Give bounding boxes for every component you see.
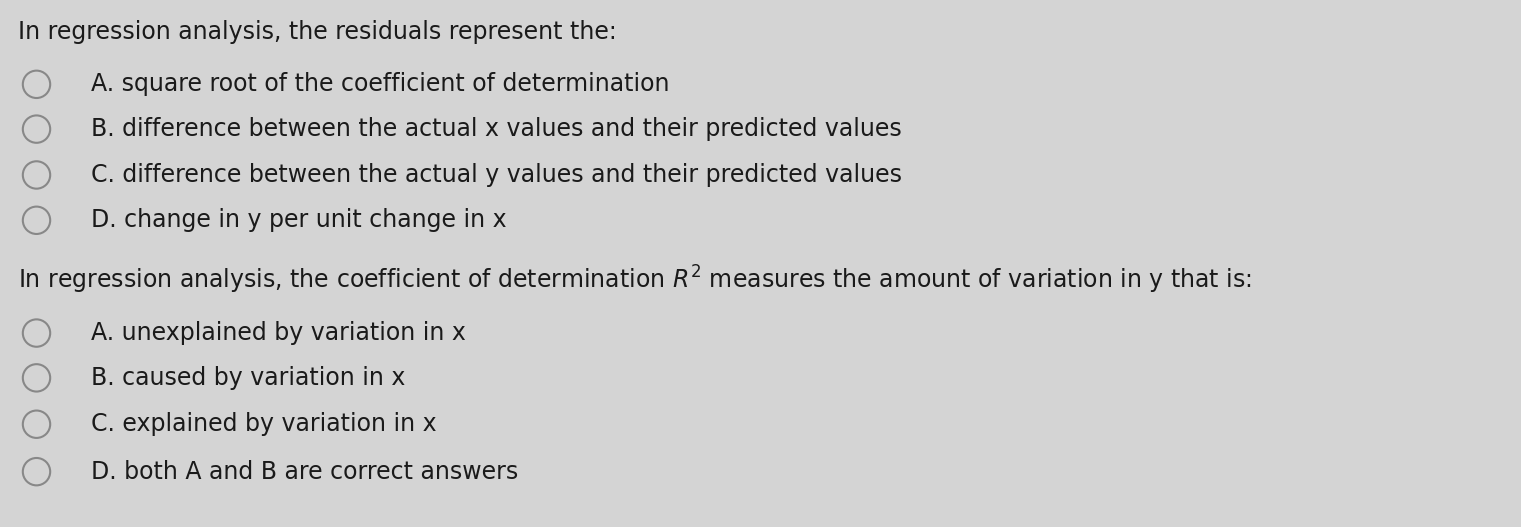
Ellipse shape [23,364,50,392]
Ellipse shape [23,207,50,234]
Text: D. change in y per unit change in x: D. change in y per unit change in x [91,208,506,232]
Ellipse shape [23,319,50,347]
Ellipse shape [23,161,50,189]
Text: In regression analysis, the coefficient of determination $R^2$ measures the amou: In regression analysis, the coefficient … [18,264,1252,297]
Text: In regression analysis, the residuals represent the:: In regression analysis, the residuals re… [18,19,618,44]
Text: B. caused by variation in x: B. caused by variation in x [91,366,406,390]
Text: A. square root of the coefficient of determination: A. square root of the coefficient of det… [91,72,669,96]
Text: A. unexplained by variation in x: A. unexplained by variation in x [91,321,465,345]
Text: B. difference between the actual x values and their predicted values: B. difference between the actual x value… [91,117,902,141]
Ellipse shape [23,115,50,143]
Ellipse shape [23,458,50,485]
Ellipse shape [23,411,50,438]
Text: C. explained by variation in x: C. explained by variation in x [91,412,437,436]
Ellipse shape [23,71,50,98]
Text: D. both A and B are correct answers: D. both A and B are correct answers [91,460,519,484]
Text: C. difference between the actual y values and their predicted values: C. difference between the actual y value… [91,163,902,187]
